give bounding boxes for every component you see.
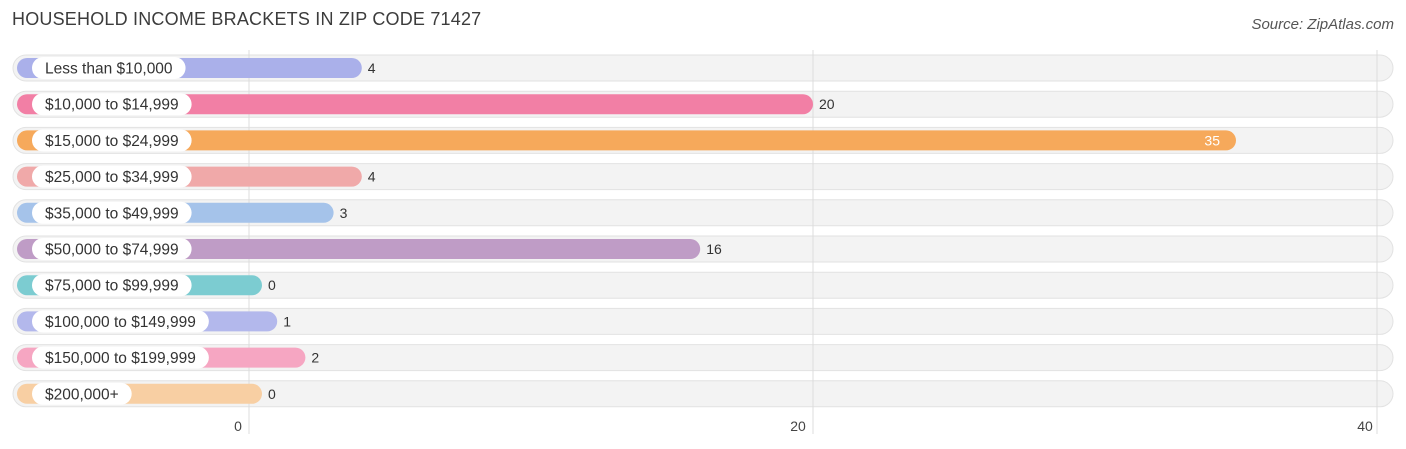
category-label: $15,000 to $24,999 [45,133,179,150]
category-label: $50,000 to $74,999 [45,242,179,259]
value-label: 35 [1204,132,1220,148]
category-label: $25,000 to $34,999 [45,169,179,186]
category-label: $200,000+ [45,386,119,403]
category-pill [32,346,209,369]
category-pill [32,274,192,297]
category-pill [32,201,192,224]
category-pill [32,165,192,188]
value-label: 4 [368,169,376,185]
x-tick-label: 0 [234,418,242,434]
x-tick-label: 20 [790,418,806,434]
x-tick-label: 40 [1357,418,1373,434]
row-background [12,271,1394,299]
value-label: 0 [268,386,276,402]
category-label: Less than $10,000 [45,61,173,78]
bar [17,130,1236,151]
category-label: $100,000 to $149,999 [45,314,196,331]
row-background [12,307,1394,335]
category-pill [32,57,186,79]
chart-title: HOUSEHOLD INCOME BRACKETS IN ZIP CODE 71… [12,9,482,29]
category-pill [32,382,132,405]
value-label: 16 [706,241,722,257]
category-label: $150,000 to $199,999 [45,350,196,367]
category-pill [32,93,192,116]
row-background [12,380,1394,408]
value-label: 1 [283,313,291,329]
category-pill [32,129,192,152]
value-label: 0 [268,277,276,293]
row-background [12,344,1394,372]
row-background [12,199,1394,227]
category-label: $35,000 to $49,999 [45,205,179,222]
value-label: 20 [819,96,835,112]
category-label: $10,000 to $14,999 [45,97,179,114]
category-pill [32,238,192,260]
category-label: $75,000 to $99,999 [45,278,179,295]
value-label: 4 [368,60,376,76]
value-label: 3 [340,205,348,221]
source-label: Source: ZipAtlas.com [1251,16,1394,33]
value-label: 2 [311,350,319,366]
bar [17,94,813,115]
category-pill [32,310,209,333]
